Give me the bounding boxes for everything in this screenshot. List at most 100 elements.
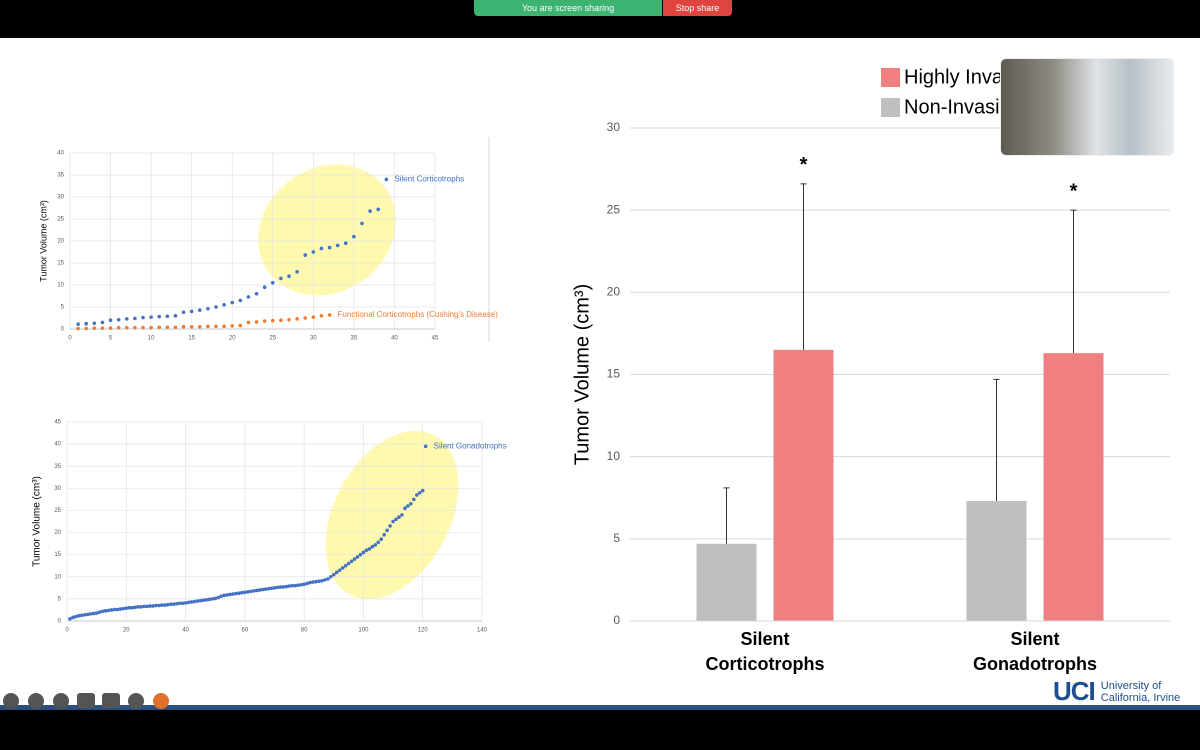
more-button[interactable] bbox=[128, 693, 144, 709]
point bbox=[272, 586, 277, 590]
pen-button[interactable] bbox=[28, 693, 44, 709]
point bbox=[329, 574, 333, 579]
point bbox=[337, 568, 342, 572]
series-label: Functional Corticotrophs (Cushing's Dise… bbox=[338, 310, 499, 319]
x-tick-label: 100 bbox=[358, 628, 369, 634]
y-tick-label: 25 bbox=[54, 508, 61, 514]
point bbox=[311, 250, 316, 254]
x-tick-label: 80 bbox=[301, 628, 308, 634]
y-tick-label: 10 bbox=[57, 283, 64, 289]
point bbox=[367, 547, 372, 551]
point bbox=[355, 555, 360, 559]
y-tick-label: 15 bbox=[54, 552, 61, 558]
point bbox=[284, 584, 289, 589]
stop-share-button[interactable]: Stop share bbox=[663, 0, 732, 16]
point bbox=[214, 324, 218, 329]
x-tick-label: 60 bbox=[242, 628, 249, 634]
point bbox=[281, 585, 286, 589]
y-tick-label: 15 bbox=[607, 367, 621, 381]
y-tick-label: 40 bbox=[57, 151, 64, 157]
point bbox=[270, 318, 275, 323]
point bbox=[327, 313, 332, 317]
y-tick-label: 45 bbox=[54, 420, 61, 426]
point bbox=[391, 519, 395, 524]
point bbox=[326, 577, 330, 581]
point bbox=[189, 325, 194, 329]
point bbox=[278, 585, 283, 589]
point bbox=[246, 295, 251, 299]
point bbox=[251, 589, 256, 593]
point bbox=[197, 325, 202, 329]
x-tick-label: 15 bbox=[188, 336, 195, 342]
point bbox=[204, 597, 209, 602]
y-tick-label: 20 bbox=[57, 239, 64, 245]
y-tick-label: 0 bbox=[61, 327, 65, 333]
point bbox=[124, 606, 129, 610]
point bbox=[279, 318, 283, 323]
point bbox=[133, 316, 137, 321]
point bbox=[149, 315, 153, 319]
point bbox=[121, 606, 126, 611]
x-tick-label: 40 bbox=[391, 336, 398, 342]
x-tick-label: 20 bbox=[123, 628, 130, 634]
x-tick-label: 0 bbox=[65, 628, 69, 634]
point bbox=[269, 586, 274, 591]
point bbox=[379, 537, 384, 541]
x-tick-label: Silent Gonadotrophs bbox=[973, 629, 1097, 674]
point bbox=[214, 305, 218, 309]
point bbox=[222, 593, 226, 598]
zoom-button[interactable] bbox=[53, 693, 69, 709]
point bbox=[340, 566, 345, 570]
point bbox=[133, 605, 137, 610]
y-tick-label: 30 bbox=[54, 486, 61, 492]
point bbox=[174, 601, 179, 606]
point bbox=[68, 616, 72, 621]
point bbox=[246, 590, 250, 594]
back-button[interactable] bbox=[3, 693, 19, 709]
point bbox=[124, 325, 129, 330]
webcam bbox=[1000, 58, 1174, 156]
x-tick-label: 120 bbox=[418, 628, 429, 634]
point bbox=[317, 579, 321, 583]
point bbox=[148, 604, 152, 608]
y-tick-label: 5 bbox=[61, 305, 65, 311]
point bbox=[314, 579, 318, 584]
point bbox=[385, 528, 389, 533]
point bbox=[237, 591, 241, 595]
y-tick-label: 25 bbox=[57, 217, 64, 223]
cc-button[interactable] bbox=[77, 693, 95, 708]
point bbox=[295, 317, 299, 321]
y-axis-label: Tumor Volume (cm³) bbox=[38, 200, 48, 282]
x-tick-label: 30 bbox=[310, 336, 317, 342]
point bbox=[206, 324, 210, 329]
point bbox=[124, 317, 129, 321]
point bbox=[127, 605, 132, 610]
y-tick-label: 35 bbox=[57, 173, 64, 179]
point bbox=[103, 609, 108, 613]
point bbox=[412, 497, 416, 502]
point bbox=[403, 506, 407, 511]
point bbox=[180, 601, 185, 606]
point bbox=[384, 177, 389, 182]
point bbox=[165, 314, 170, 319]
y-tick-label: 0 bbox=[58, 619, 62, 625]
bar bbox=[1043, 353, 1104, 621]
next-button[interactable] bbox=[153, 693, 169, 709]
point bbox=[394, 517, 398, 522]
series-label: Silent Gonadotrophs bbox=[434, 441, 507, 450]
point bbox=[154, 603, 158, 608]
x-tick-label: 25 bbox=[269, 336, 276, 342]
point bbox=[420, 488, 425, 493]
point bbox=[197, 308, 202, 312]
point bbox=[257, 588, 262, 592]
point bbox=[397, 515, 401, 519]
video-button[interactable] bbox=[102, 693, 120, 708]
point bbox=[388, 524, 392, 528]
point bbox=[409, 502, 413, 506]
point bbox=[376, 540, 381, 545]
point bbox=[406, 504, 410, 508]
point bbox=[370, 544, 375, 549]
point bbox=[189, 309, 194, 314]
x-tick-label: 40 bbox=[182, 628, 189, 634]
